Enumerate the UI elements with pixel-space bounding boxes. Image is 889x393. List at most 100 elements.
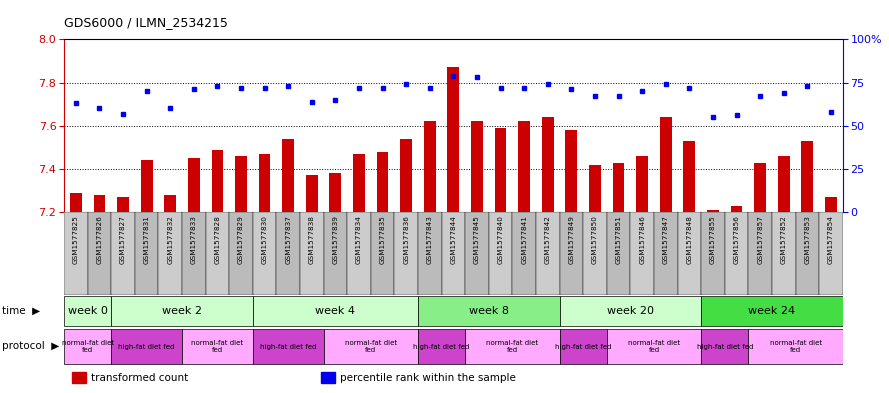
Bar	[536, 212, 559, 295]
Bar	[471, 121, 483, 212]
Bar	[64, 329, 111, 364]
Bar	[188, 158, 200, 212]
Text: GDS6000 / ILMN_2534215: GDS6000 / ILMN_2534215	[64, 17, 228, 29]
Bar	[158, 212, 182, 295]
Text: high-fat diet fed: high-fat diet fed	[118, 344, 175, 350]
Bar	[64, 296, 111, 327]
Bar	[613, 163, 624, 212]
Bar	[442, 212, 465, 295]
Text: GSM1577853: GSM1577853	[805, 215, 811, 264]
Bar	[447, 67, 460, 212]
Text: week 4: week 4	[316, 306, 356, 316]
Text: GSM1577843: GSM1577843	[427, 215, 433, 264]
Text: GSM1577841: GSM1577841	[521, 215, 527, 264]
Text: GSM1577854: GSM1577854	[828, 215, 834, 264]
Bar	[330, 173, 341, 212]
Bar	[749, 329, 843, 364]
Text: high-fat diet fed: high-fat diet fed	[555, 344, 612, 350]
Bar	[607, 212, 630, 295]
Text: GSM1577835: GSM1577835	[380, 215, 386, 264]
Bar	[205, 212, 229, 295]
Bar	[111, 296, 252, 327]
Bar	[465, 212, 489, 295]
Bar	[324, 212, 348, 295]
Text: GSM1577852: GSM1577852	[781, 215, 787, 264]
Text: high-fat diet fed: high-fat diet fed	[697, 344, 753, 350]
Bar	[512, 212, 536, 295]
Text: time  ▶: time ▶	[2, 306, 40, 316]
Text: transformed count: transformed count	[92, 373, 188, 383]
Text: GSM1577830: GSM1577830	[261, 215, 268, 264]
Bar	[749, 212, 772, 295]
Bar	[802, 141, 813, 212]
Text: normal-fat diet
fed: normal-fat diet fed	[486, 340, 539, 353]
Bar	[660, 117, 672, 212]
Bar	[324, 329, 418, 364]
Text: normal-fat diet
fed: normal-fat diet fed	[191, 340, 244, 353]
Text: week 0: week 0	[68, 306, 108, 316]
Text: high-fat diet fed: high-fat diet fed	[260, 344, 316, 350]
Text: GSM1577856: GSM1577856	[733, 215, 740, 264]
Bar	[252, 329, 324, 364]
Bar	[465, 329, 559, 364]
Bar	[140, 160, 153, 212]
Bar	[418, 296, 559, 327]
Bar	[542, 117, 554, 212]
Text: GSM1577828: GSM1577828	[214, 215, 220, 264]
Text: GSM1577826: GSM1577826	[96, 215, 102, 264]
Bar	[182, 212, 205, 295]
Bar	[494, 128, 507, 212]
Text: GSM1577855: GSM1577855	[710, 215, 716, 264]
Bar	[235, 156, 247, 212]
Text: GSM1577857: GSM1577857	[757, 215, 763, 264]
Text: GSM1577832: GSM1577832	[167, 215, 173, 264]
Text: percentile rank within the sample: percentile rank within the sample	[340, 373, 517, 383]
Text: normal-fat diet
fed: normal-fat diet fed	[628, 340, 680, 353]
Text: week 24: week 24	[749, 306, 796, 316]
Bar	[117, 197, 129, 212]
Bar	[677, 212, 701, 295]
Bar	[731, 206, 742, 212]
Text: week 8: week 8	[469, 306, 509, 316]
Bar	[772, 212, 796, 295]
Bar	[111, 329, 182, 364]
Text: GSM1577829: GSM1577829	[238, 215, 244, 264]
Text: week 2: week 2	[162, 306, 202, 316]
Bar	[70, 193, 82, 212]
Text: GSM1577849: GSM1577849	[568, 215, 574, 264]
Bar	[418, 329, 465, 364]
Bar	[252, 212, 276, 295]
Bar	[637, 156, 648, 212]
Bar	[164, 195, 176, 212]
Text: GSM1577845: GSM1577845	[474, 215, 480, 264]
Bar	[93, 195, 105, 212]
Bar	[72, 373, 86, 384]
Bar	[212, 149, 223, 212]
Text: GSM1577850: GSM1577850	[592, 215, 598, 264]
Text: GSM1577838: GSM1577838	[308, 215, 315, 264]
Text: GSM1577836: GSM1577836	[404, 215, 409, 264]
Bar	[377, 152, 388, 212]
Bar	[353, 154, 364, 212]
Text: GSM1577842: GSM1577842	[545, 215, 551, 264]
Bar	[259, 154, 270, 212]
Bar	[701, 296, 843, 327]
Bar	[701, 329, 749, 364]
Bar	[607, 329, 701, 364]
Bar	[111, 212, 135, 295]
Bar	[589, 165, 601, 212]
Text: high-fat diet fed: high-fat diet fed	[413, 344, 469, 350]
Text: week 20: week 20	[607, 306, 654, 316]
Bar	[300, 212, 324, 295]
Bar	[754, 163, 766, 212]
Text: GSM1577837: GSM1577837	[285, 215, 292, 264]
Text: GSM1577825: GSM1577825	[73, 215, 79, 264]
Bar	[825, 197, 837, 212]
Bar	[654, 212, 677, 295]
Text: GSM1577844: GSM1577844	[451, 215, 456, 264]
Text: GSM1577831: GSM1577831	[144, 215, 149, 264]
Bar	[418, 212, 442, 295]
Bar	[583, 212, 607, 295]
Bar	[559, 329, 607, 364]
Bar	[321, 373, 335, 384]
